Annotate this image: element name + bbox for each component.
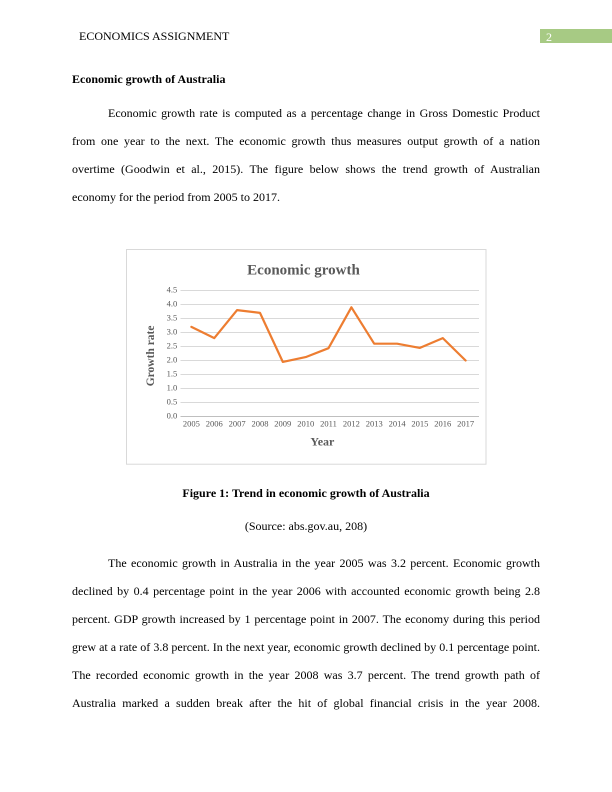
svg-text:2005: 2005 xyxy=(183,418,200,428)
svg-text:2013: 2013 xyxy=(366,418,383,428)
svg-text:2009: 2009 xyxy=(274,418,291,428)
svg-text:2016: 2016 xyxy=(434,418,451,428)
svg-text:2015: 2015 xyxy=(411,418,428,428)
svg-text:2006: 2006 xyxy=(206,418,223,428)
svg-text:2007: 2007 xyxy=(229,418,246,428)
svg-text:1.5: 1.5 xyxy=(167,369,178,379)
svg-text:2014: 2014 xyxy=(389,418,407,428)
svg-text:0.5: 0.5 xyxy=(167,397,178,407)
svg-text:Year: Year xyxy=(310,434,335,448)
svg-text:3.5: 3.5 xyxy=(167,313,178,323)
svg-text:2008: 2008 xyxy=(252,418,269,428)
svg-text:2017: 2017 xyxy=(457,418,474,428)
svg-text:Economic growth: Economic growth xyxy=(247,263,360,279)
svg-text:3.0: 3.0 xyxy=(167,327,178,337)
svg-text:2011: 2011 xyxy=(320,418,337,428)
svg-text:1.0: 1.0 xyxy=(167,383,178,393)
svg-text:2.0: 2.0 xyxy=(167,355,178,365)
svg-text:2010: 2010 xyxy=(297,418,314,428)
svg-text:0.0: 0.0 xyxy=(167,411,178,421)
svg-text:4.5: 4.5 xyxy=(167,285,178,295)
svg-text:Growth rate: Growth rate xyxy=(145,326,157,387)
svg-text:4.0: 4.0 xyxy=(167,299,178,309)
svg-text:2012: 2012 xyxy=(343,418,360,428)
svg-text:2.5: 2.5 xyxy=(167,341,178,351)
